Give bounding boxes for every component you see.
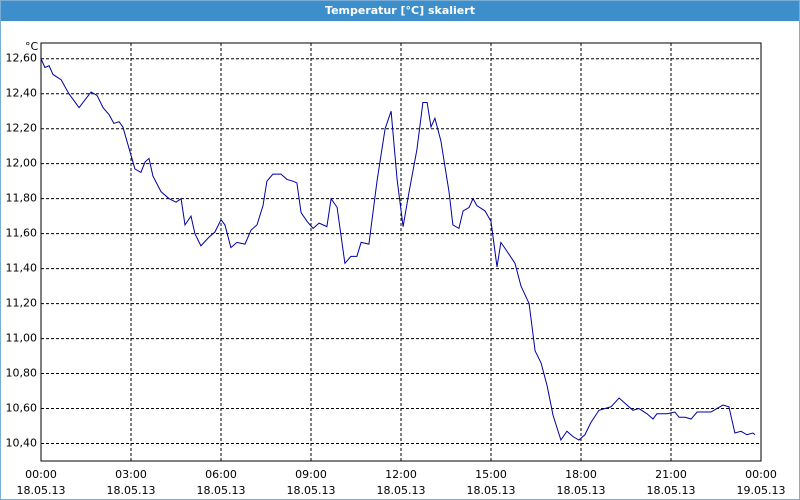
y-tick-label: 11,40 [6, 262, 38, 275]
y-tick-label: 12,00 [6, 157, 38, 170]
x-tick-label: 15:00 18.05.13 [466, 468, 516, 497]
x-tick-label: 09:00 18.05.13 [286, 468, 336, 497]
y-tick-label: 12,60 [6, 52, 38, 65]
y-tick-label: 10,80 [6, 367, 38, 380]
y-axis-label: °C [25, 40, 39, 53]
y-tick-label: 12,20 [6, 122, 38, 135]
x-tick-label: 21:00 18.05.13 [646, 468, 696, 497]
x-tick-label: 00:00 19.05.13 [736, 468, 786, 497]
y-tick-label: 10,40 [6, 437, 38, 450]
x-tick-label: 12:00 18.05.13 [376, 468, 426, 497]
x-tick-label: 00:00 18.05.13 [16, 468, 66, 497]
temperature-line [40, 58, 756, 442]
y-tick-label: 11,80 [6, 192, 38, 205]
x-tick-label: 18:00 18.05.13 [556, 468, 606, 497]
plot-frame [40, 42, 762, 462]
x-tick-label: 06:00 18.05.13 [196, 468, 246, 497]
y-tick-label: 11,60 [6, 227, 38, 240]
y-tick-label: 12,40 [6, 87, 38, 100]
x-tick-label: 03:00 18.05.13 [106, 468, 156, 497]
y-tick-label: 11,20 [6, 297, 38, 310]
title-bar: Temperatur [°C] skaliert [1, 1, 799, 21]
y-tick-label: 11,00 [6, 332, 38, 345]
y-tick-label: 10,60 [6, 402, 38, 415]
